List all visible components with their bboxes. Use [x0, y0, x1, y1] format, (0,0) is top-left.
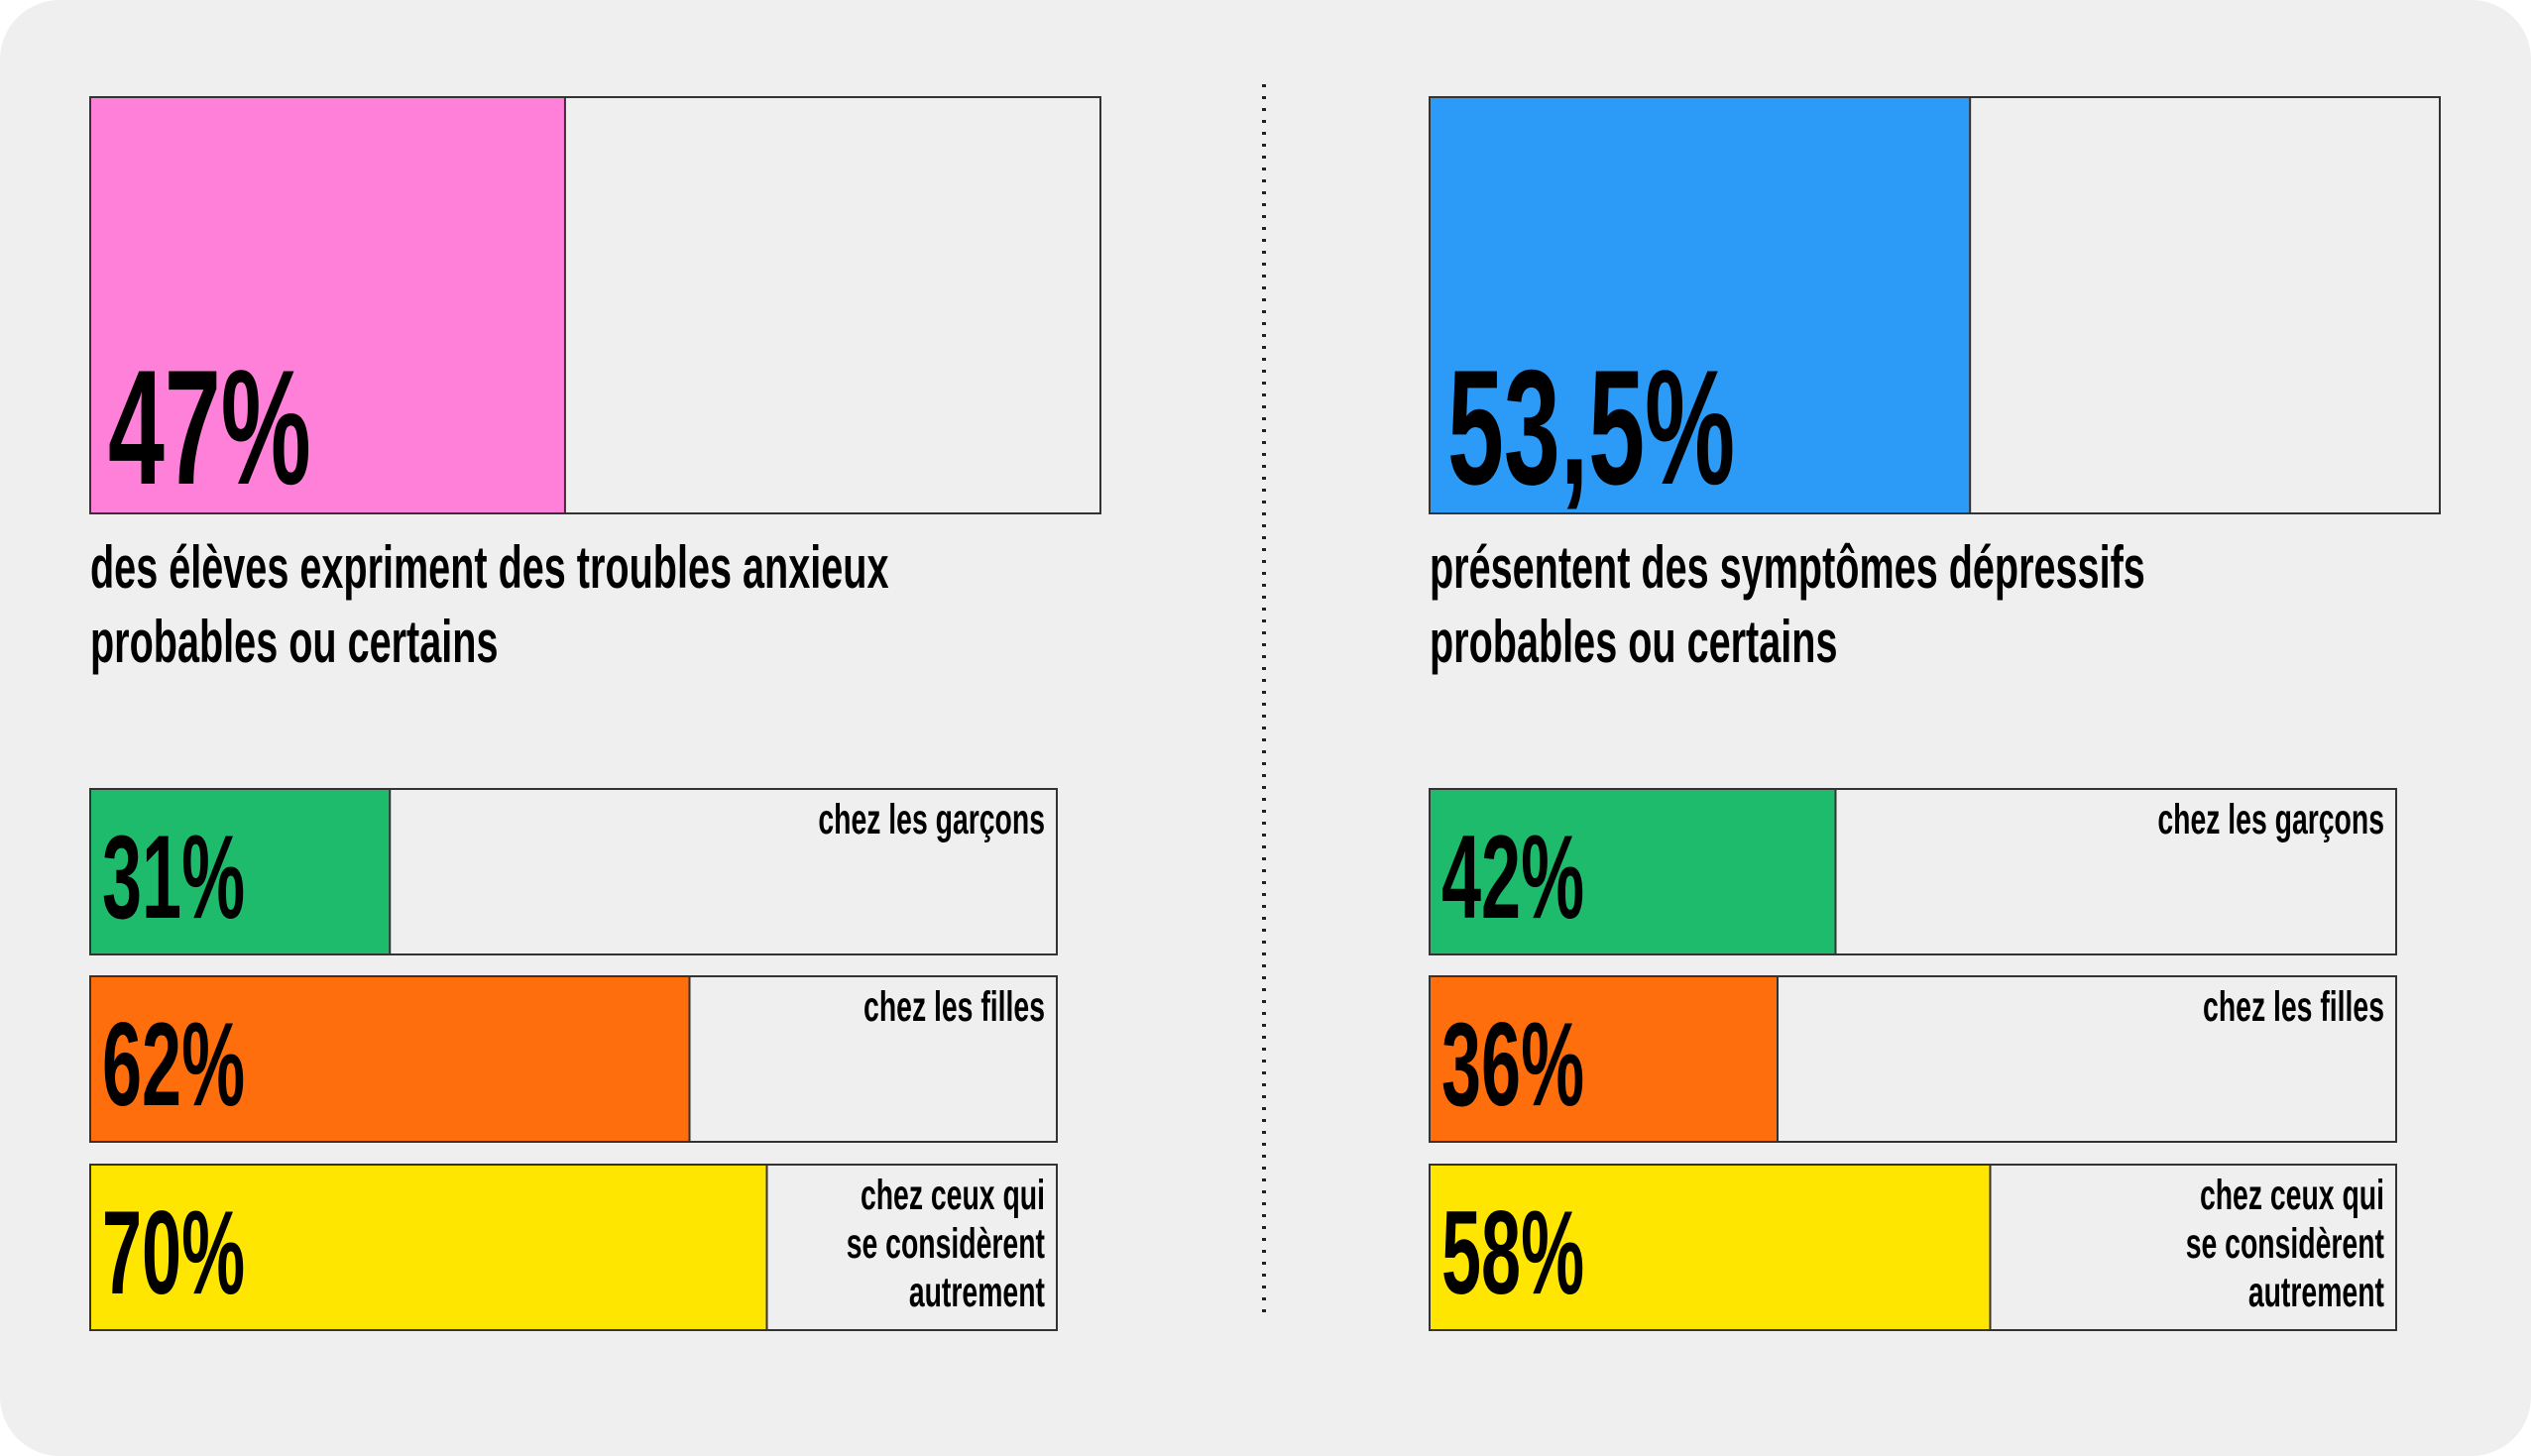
headline-value-group: 53,5%	[1447, 337, 1735, 519]
group-label: chez ceux qui	[2200, 1171, 2384, 1218]
group-bar	[1429, 788, 1837, 955]
group-bar	[1429, 975, 1779, 1143]
group-label: chez les filles	[2203, 982, 2384, 1030]
group-label: chez les filles	[863, 982, 1045, 1030]
headline-caption-group: probables ou certains	[90, 609, 498, 675]
group-label: chez ceux qui	[861, 1171, 1045, 1218]
group-label-group: chez les filles	[2203, 982, 2384, 1030]
group-value: 36%	[1441, 997, 1584, 1131]
headline-value-group: 47%	[108, 337, 311, 519]
group-label: se considèrent	[847, 1219, 1045, 1267]
group-value-group: 70%	[102, 1185, 245, 1319]
group-label-group: se considèrent	[2186, 1219, 2384, 1267]
group-value: 31%	[102, 810, 245, 944]
headline-caption-group: des élèves expriment des troubles anxieu…	[90, 534, 888, 601]
group-value-group: 62%	[102, 997, 245, 1131]
group-label: se considèrent	[2186, 1219, 2384, 1267]
group-label-group: se considèrent	[847, 1219, 1045, 1267]
group-label: autrement	[2248, 1268, 2384, 1315]
group-label-group: autrement	[2248, 1268, 2384, 1315]
group-bar	[89, 975, 691, 1143]
headline-bar	[1429, 96, 1972, 514]
group-value: 42%	[1441, 810, 1584, 944]
headline-value: 53,5%	[1447, 337, 1735, 519]
group-value: 58%	[1441, 1185, 1584, 1319]
group-label-group: chez ceux qui	[861, 1171, 1045, 1218]
group-bar	[1429, 1164, 1992, 1331]
group-label: chez les garçons	[2157, 795, 2384, 842]
group-label-group: chez les garçons	[818, 795, 1045, 842]
headline-caption-group: probables ou certains	[1430, 609, 1837, 675]
group-label-group: autrement	[909, 1268, 1045, 1315]
group-value-group: 42%	[1441, 810, 1584, 944]
headline-caption: probables ou certains	[1430, 609, 1837, 675]
headline-caption: des élèves expriment des troubles anxieu…	[90, 534, 888, 601]
headline-caption-group: présentent des symptômes dépressifs	[1430, 534, 2145, 601]
group-label-group: chez ceux qui	[2200, 1171, 2384, 1218]
headline-caption: présentent des symptômes dépressifs	[1430, 534, 2145, 601]
group-value: 62%	[102, 997, 245, 1131]
headline-value: 47%	[108, 337, 311, 519]
group-label-group: chez les garçons	[2157, 795, 2384, 842]
group-label: autrement	[909, 1268, 1045, 1315]
group-bar	[89, 1164, 768, 1331]
group-value: 70%	[102, 1185, 245, 1319]
headline-bar	[89, 96, 566, 514]
group-label: chez les garçons	[818, 795, 1045, 842]
group-value-group: 31%	[102, 810, 245, 944]
group-value-group: 36%	[1441, 997, 1584, 1131]
group-label-group: chez les filles	[863, 982, 1045, 1030]
group-value-group: 58%	[1441, 1185, 1584, 1319]
group-bar	[89, 788, 392, 955]
headline-caption: probables ou certains	[90, 609, 498, 675]
